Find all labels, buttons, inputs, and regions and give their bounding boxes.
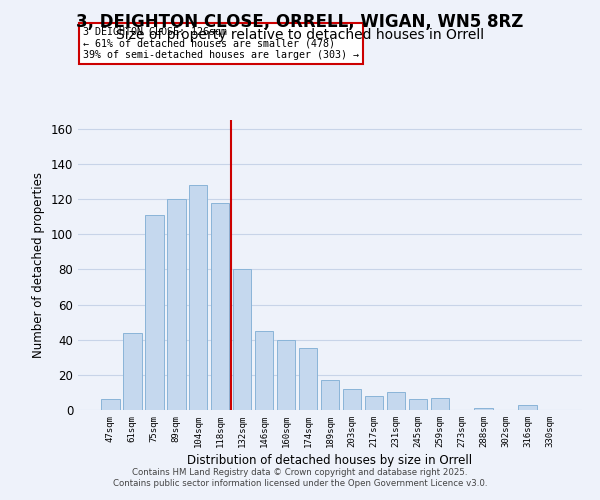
Bar: [145, 215, 164, 410]
Bar: [277, 340, 295, 410]
Bar: [365, 396, 383, 410]
Text: Contains HM Land Registry data © Crown copyright and database right 2025.
Contai: Contains HM Land Registry data © Crown c…: [113, 468, 487, 487]
Bar: [343, 389, 361, 410]
Bar: [409, 400, 427, 410]
Bar: [386, 392, 405, 410]
Bar: [101, 400, 119, 410]
Bar: [475, 408, 493, 410]
Bar: [518, 404, 537, 410]
Text: 3, DEIGHTON CLOSE, ORRELL, WIGAN, WN5 8RZ: 3, DEIGHTON CLOSE, ORRELL, WIGAN, WN5 8R…: [76, 12, 524, 30]
Bar: [189, 185, 208, 410]
Bar: [167, 199, 185, 410]
Bar: [431, 398, 449, 410]
Text: 3 DEIGHTON CLOSE: 126sqm
← 61% of detached houses are smaller (478)
39% of semi-: 3 DEIGHTON CLOSE: 126sqm ← 61% of detach…: [83, 27, 359, 60]
Bar: [233, 270, 251, 410]
X-axis label: Distribution of detached houses by size in Orrell: Distribution of detached houses by size …: [187, 454, 473, 467]
Y-axis label: Number of detached properties: Number of detached properties: [32, 172, 45, 358]
Bar: [255, 331, 274, 410]
Bar: [123, 332, 142, 410]
Text: Size of property relative to detached houses in Orrell: Size of property relative to detached ho…: [116, 28, 484, 42]
Bar: [211, 202, 229, 410]
Bar: [299, 348, 317, 410]
Bar: [320, 380, 340, 410]
